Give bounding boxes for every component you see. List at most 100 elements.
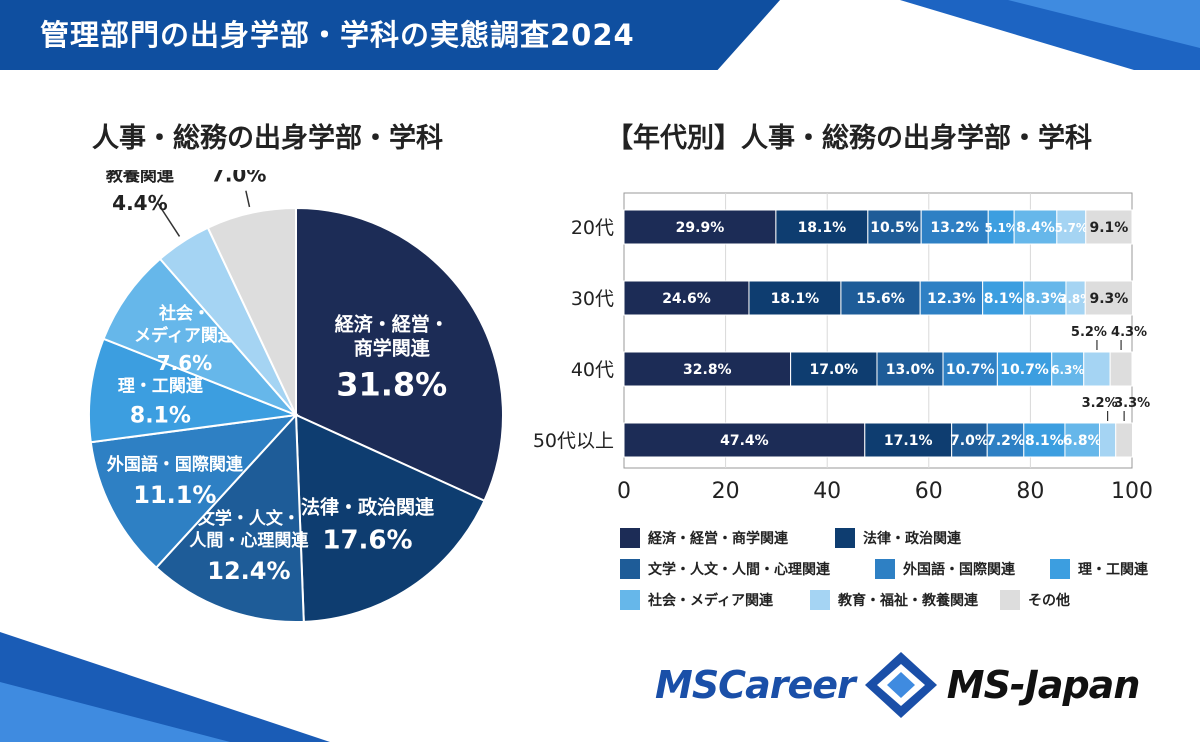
bar-segment-label: 18.1%: [798, 220, 847, 236]
legend-label: その他: [1028, 593, 1070, 609]
bar-segment-label: 12.3%: [927, 291, 976, 307]
legend-swatch: [810, 590, 830, 610]
bar-segment-label: 10.7%: [1000, 362, 1049, 378]
pie-slice-value: 17.6%: [322, 526, 412, 556]
bar-segment-label: 4.3%: [1111, 325, 1147, 340]
bar-segment: [748, 280, 842, 316]
bar-segment-label: 7.2%: [986, 433, 1025, 449]
bar-segment-label: 6.8%: [1063, 433, 1102, 449]
bar-segment-label: 8.3%: [1025, 291, 1064, 307]
bar-segment-label: 3.3%: [1114, 396, 1150, 411]
bar-segment: [1064, 422, 1100, 458]
legend-item: 経済・経営・商学関連: [620, 528, 835, 548]
pie-slice-label: 教養関連: [105, 170, 175, 186]
legend-swatch: [620, 559, 640, 579]
pie-leader-line: [157, 203, 181, 237]
legend-label: 法律・政治関連: [863, 531, 961, 547]
page-title: 管理部門の出身学部・学科の実態調査2024: [40, 18, 635, 52]
bar-segment: [1085, 209, 1133, 245]
bar-segment-label: 9.1%: [1089, 220, 1128, 236]
bar-segment: [790, 351, 878, 387]
bar-segment: [867, 209, 922, 245]
legend-label: 文学・人文・人間・心理関連: [648, 562, 830, 578]
pie-slice-label: 法律・政治関連: [301, 496, 435, 519]
bar-segment: [1023, 280, 1067, 316]
legend-swatch: [875, 559, 895, 579]
pie-slice: [154, 412, 305, 623]
bar-segment-label: 24.6%: [662, 291, 711, 307]
legend-item: 外国語・国際関連: [875, 559, 1050, 579]
logo-mscareer: MSCareer: [655, 663, 856, 707]
bar-segment-label: 8.1%: [984, 291, 1023, 307]
brand-logo: MSCareer MS-Japan: [655, 650, 1140, 720]
x-tick-label: 40: [813, 479, 841, 504]
bar-segment-label: 3.2%: [1082, 396, 1118, 411]
bar-segment: [1115, 422, 1134, 458]
pie-chart: 経済・経営・商学関連 31.8% 法律・政治関連 17.6% 文学・人文・人間・心理関連…: [88, 170, 504, 623]
bar-segment-label: 3.8%: [1059, 292, 1092, 306]
x-tick-label: 100: [1111, 479, 1153, 504]
bar-segment-label: 10.5%: [870, 220, 919, 236]
legend-swatch: [835, 528, 855, 548]
bar-segment-label: 5.1%: [985, 221, 1018, 235]
x-tick-label: 20: [712, 479, 740, 504]
x-tick-label: 60: [915, 479, 943, 504]
pie-slice: [89, 413, 299, 570]
pie-slice-label: 外国語・国際関連: [107, 454, 244, 475]
legend-item: 理・工関連: [1050, 559, 1148, 579]
bar-segment: [623, 351, 792, 387]
bar-segment-label: 8.4%: [1016, 220, 1055, 236]
legend-item: 教育・福祉・教養関連: [810, 590, 1000, 610]
bar-segment-label: 10.7%: [946, 362, 995, 378]
pie-slice-label: 文学・人文・: [198, 508, 300, 529]
bar-segment-label: 17.0%: [810, 362, 859, 378]
bar-segment-label: 7.0%: [950, 433, 989, 449]
bar-segment: [840, 280, 921, 316]
x-tick-label: 0: [617, 479, 631, 504]
bar-segment-label: 13.2%: [930, 220, 979, 236]
bar-segment: [920, 209, 989, 245]
legend-swatch: [1000, 590, 1020, 610]
pie-slice-label: 経済・経営・: [335, 312, 449, 335]
bar-segment-label: 29.9%: [676, 220, 725, 236]
bar-segment: [942, 351, 998, 387]
bar-segment: [1083, 351, 1111, 387]
bar-segment: [919, 280, 984, 316]
bar-segment-label: 13.0%: [886, 362, 935, 378]
legend-item: その他: [1000, 590, 1070, 610]
pie-slice: [206, 206, 297, 416]
pie-slice-value: 4.4%: [112, 191, 167, 215]
bar-segment-label: 15.6%: [856, 291, 905, 307]
pie-slice-label: 商学関連: [354, 336, 431, 359]
bar-segment: [1056, 209, 1087, 245]
header-band: [0, 0, 780, 70]
pie-slice: [88, 337, 300, 444]
bar-segment: [987, 209, 1015, 245]
bar-segment-label: 8.1%: [1025, 433, 1064, 449]
pie-slice-value: 7.6%: [157, 351, 212, 375]
bar-segment: [1023, 422, 1066, 458]
pie-slice-label: 理・工関連: [118, 375, 204, 396]
diamond-logo-icon: [864, 652, 937, 718]
pie-slice-label: メディア関連: [134, 325, 236, 346]
category-label: 40代: [571, 359, 614, 381]
bar-segment-label: 5.7%: [1055, 221, 1088, 235]
legend-swatch: [620, 528, 640, 548]
pie-slice-label: 社会・: [158, 303, 210, 324]
bar-chart-legend: 経済・経営・商学関連 法律・政治関連 文学・人文・人間・心理関連 外国語・国際関…: [620, 528, 1180, 621]
bar-segment: [1098, 422, 1117, 458]
bar-segment-label: 32.8%: [683, 362, 732, 378]
pie-slice-label: 人間・心理関連: [189, 530, 309, 551]
bar-segment: [775, 209, 869, 245]
pie-slice-value: 31.8%: [336, 365, 447, 403]
bar-segment: [1084, 280, 1134, 316]
legend-item: 文学・人文・人間・心理関連: [620, 559, 875, 579]
bar-segment: [951, 422, 988, 458]
legend-label: 経済・経営・商学関連: [648, 531, 788, 547]
bar-segment-label: 17.1%: [884, 433, 933, 449]
legend-item: 社会・メディア関連: [620, 590, 810, 610]
category-label: 50代以上: [533, 430, 614, 452]
pie-slice: [102, 257, 297, 416]
category-label: 20代: [571, 217, 614, 239]
